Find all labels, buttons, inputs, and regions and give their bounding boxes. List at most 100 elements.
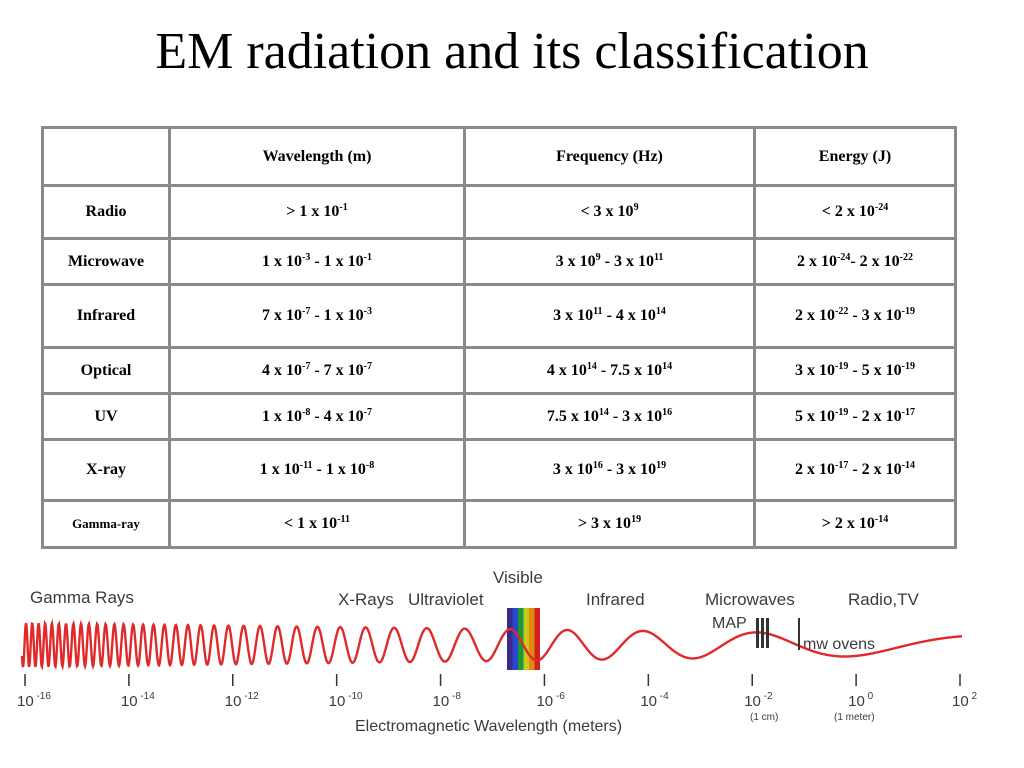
energy-cell: > 2 x 10-14 <box>756 502 954 546</box>
exponent: 19 <box>631 514 642 525</box>
value-text: 4 x 10 <box>261 361 302 379</box>
visible-color-stripe <box>534 608 540 670</box>
tick-label: 10 -2 <box>744 691 773 710</box>
table-row: Microwave 1 x 10-3 - 1 x 10-1 3 x 109 - … <box>44 240 954 283</box>
energy-cell: 2 x 10-17 - 2 x 10-14 <box>756 441 954 499</box>
exponent: 16 <box>592 460 603 471</box>
value-text: - 3 x 10 <box>602 461 657 478</box>
exponent: 14 <box>598 406 609 418</box>
marker-label-mw-ovens: mw ovens <box>803 636 875 653</box>
value-text: > 1 x 10 <box>286 203 340 220</box>
visible-color-stripe <box>507 608 513 670</box>
exponent: -11 <box>337 514 350 525</box>
tick-label: 10 -6 <box>536 691 565 710</box>
table-row: X-ray 1 x 10-11 - 1 x 10-8 3 x 1016 - 3 … <box>44 441 954 499</box>
exponent: -8 <box>365 460 375 471</box>
frequency-cell: 7.5 x 1014 - 3 x 1016 <box>466 395 753 438</box>
exponent: 19 <box>656 460 667 471</box>
exponent: 11 <box>653 251 664 263</box>
table-row: Optical 4 x 10-7 - 7 x 10-7 4 x 1014 - 7… <box>44 349 954 392</box>
em-classification-table: Wavelength (m) Frequency (Hz) Energy (J)… <box>41 126 957 549</box>
band-label-microwaves: Microwaves <box>705 590 795 609</box>
exponent: -3 <box>363 306 372 317</box>
frequency-cell: 3 x 1016 - 3 x 1019 <box>466 441 753 499</box>
map-marker <box>761 618 764 648</box>
row-label: Optical <box>44 349 168 392</box>
map-marker <box>756 618 759 648</box>
row-label: Radio <box>44 187 168 237</box>
value-text: - 2 x 10 <box>848 461 902 478</box>
value-text: 4 x 10 <box>546 361 587 379</box>
table-header-row: Wavelength (m) Frequency (Hz) Energy (J) <box>44 129 954 184</box>
band-label-ultraviolet: Ultraviolet <box>408 590 484 609</box>
value-text: - 1 x 10 <box>310 307 364 324</box>
value-text: 2 x 10 <box>794 307 835 324</box>
exponent: -17 <box>834 460 849 471</box>
tick-label: 10 0 <box>848 691 873 710</box>
wavelength-cell: 7 x 10-7 - 1 x 10-3 <box>171 286 463 346</box>
tick-label: 10 -12 <box>225 691 259 710</box>
value-text: 2 x 10 <box>796 252 837 270</box>
wavelength-axis: 10 -16 10 -14 10 -12 10 -10 10 -8 10 -6 10 -4 1… <box>17 674 977 710</box>
exponent: -14 <box>901 460 915 471</box>
value-text: 7 x 10 <box>261 307 302 324</box>
exponent: -8 <box>301 406 311 418</box>
exponent: -1 <box>339 202 348 213</box>
band-label-visible: Visible <box>493 568 543 587</box>
table-row: Gamma-ray < 1 x 10-11 > 3 x 1019 > 2 x 1… <box>44 502 954 546</box>
tick-label: 10 -14 <box>121 691 155 710</box>
row-label: X-ray <box>44 441 168 499</box>
value-text: - 7 x 10 <box>310 361 364 379</box>
exponent: -7 <box>363 406 372 418</box>
band-label-gamma: Gamma Rays <box>30 588 134 607</box>
energy-cell: < 2 x 10-24 <box>756 187 954 237</box>
value-text: > 3 x 10 <box>577 515 632 532</box>
visible-color-stripe <box>523 608 529 670</box>
tick-label: 10 -8 <box>433 691 462 710</box>
wavelength-cell: > 1 x 10-1 <box>171 187 463 237</box>
axis-label: Electromagnetic Wavelength (meters) <box>355 718 622 735</box>
exponent: -1 <box>363 251 372 263</box>
exponent: 11 <box>593 306 603 317</box>
exponent: 14 <box>586 360 597 372</box>
energy-cell: 3 x 10-19 - 5 x 10-19 <box>756 349 954 392</box>
value-text: - 1 x 10 <box>312 461 366 478</box>
value-text: 1 x 10 <box>259 461 300 478</box>
wavelength-cell: 1 x 10-3 - 1 x 10-1 <box>171 240 463 283</box>
marker-label-map: MAP <box>712 615 747 632</box>
band-label-radio-tv: Radio,TV <box>848 590 920 609</box>
value-text: 3 x 10 <box>552 461 593 478</box>
energy-cell: 2 x 10-22 - 3 x 10-19 <box>756 286 954 346</box>
value-text: - 4 x 10 <box>310 407 364 425</box>
band-label-xrays: X-Rays <box>338 590 394 609</box>
value-text: - 4 x 10 <box>602 307 656 324</box>
frequency-cell: 3 x 109 - 3 x 1011 <box>466 240 753 283</box>
tick-label: 10 -16 <box>17 691 51 710</box>
value-text: - 3 x 10 <box>848 307 902 324</box>
tick-label: 10 -4 <box>640 691 669 710</box>
energy-cell: 5 x 10-19 - 2 x 10-17 <box>756 395 954 438</box>
exponent: -17 <box>901 406 915 418</box>
table-row: Infrared 7 x 10-7 - 1 x 10-3 3 x 1011 - … <box>44 286 954 346</box>
row-label: Microwave <box>44 240 168 283</box>
map-marker <box>766 618 769 648</box>
table-row: Radio > 1 x 10-1 < 3 x 109 < 2 x 10-24 <box>44 187 954 237</box>
row-label: Gamma-ray <box>44 502 168 546</box>
mw-oven-marker <box>798 618 800 650</box>
exponent: -24 <box>836 251 851 263</box>
exponent: 9 <box>595 251 601 263</box>
exponent: -7 <box>363 360 372 372</box>
header-cell-empty <box>44 129 168 184</box>
value-text: - 3 x 10 <box>600 252 654 270</box>
exponent: -14 <box>874 514 889 525</box>
value-text: 2 x 10 <box>794 461 835 478</box>
value-text: < 1 x 10 <box>284 515 338 532</box>
frequency-cell: > 3 x 1019 <box>466 502 753 546</box>
exponent: -19 <box>901 360 915 372</box>
value-text: - 3 x 10 <box>608 407 663 425</box>
header-frequency: Frequency (Hz) <box>466 129 753 184</box>
value-text: - 2 x 10 <box>848 407 902 425</box>
tick-label: 10 -10 <box>329 691 363 710</box>
value-text: 3 x 10 <box>553 307 594 324</box>
exponent: -11 <box>299 460 313 471</box>
